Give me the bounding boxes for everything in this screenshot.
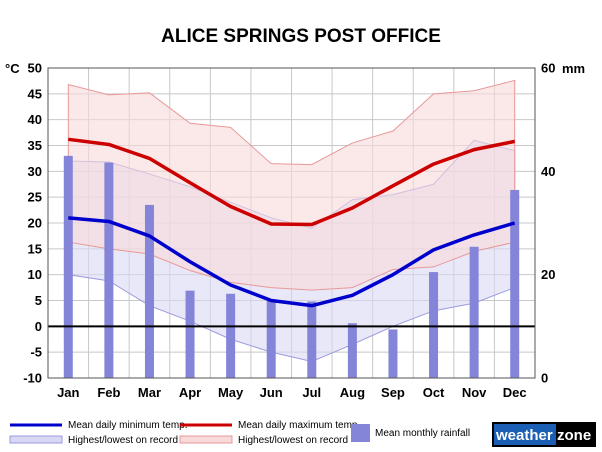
- record-bands: [67, 79, 516, 362]
- y-left-tick-10: 0: [35, 319, 42, 334]
- y-left-tick-0: 50: [28, 61, 42, 76]
- temperature-lines: [48, 137, 535, 328]
- rain-bar-apr: [185, 290, 195, 378]
- chart-title: ALICE SPRINGS POST OFFICE: [161, 26, 441, 47]
- rain-bar-feb: [104, 162, 114, 378]
- x-tick-may: May: [218, 385, 244, 400]
- y-left-tick-2: 40: [28, 112, 42, 127]
- y-left-tick-1: 45: [28, 86, 42, 101]
- max-temp-line: [68, 137, 516, 227]
- rain-bar-dec: [510, 189, 520, 378]
- x-tick-nov: Nov: [462, 385, 487, 400]
- x-tick-apr: Apr: [179, 385, 201, 400]
- legend-rain-label: Mean monthly rainfall: [375, 428, 470, 439]
- rain-bar-jun: [266, 301, 276, 378]
- y-left-tick-6: 20: [28, 216, 42, 231]
- logo-blue-block: [494, 424, 556, 445]
- y-left-tick-4: 30: [28, 164, 42, 179]
- legend-min-label: Mean daily minimum temp.: [68, 420, 187, 431]
- legend-max-label: Mean daily maximum temp.: [238, 420, 360, 431]
- rain-bar-may: [226, 293, 236, 378]
- x-tick-sep: Sep: [381, 385, 405, 400]
- min-temp-line: [68, 216, 516, 308]
- x-tick-aug: Aug: [340, 385, 365, 400]
- rainfall-bars: [63, 155, 520, 378]
- logo-zone-text: zone: [557, 427, 591, 444]
- rain-bar-jul: [307, 301, 317, 378]
- left-axis-unit: °C: [5, 61, 20, 76]
- legend-record-low-label: Highest/lowest on record: [68, 435, 178, 446]
- rain-bar-aug: [347, 323, 357, 378]
- rain-bar-mar: [144, 204, 154, 378]
- y-left-tick-12: -10: [23, 371, 42, 386]
- y-right-tick-3: 0: [541, 371, 548, 386]
- rain-bar-jan: [63, 155, 73, 378]
- legend-record-low-swatch: [9, 435, 63, 444]
- x-tick-oct: Oct: [423, 385, 445, 400]
- plot-frame: [47, 67, 536, 379]
- x-tick-jul: Jul: [302, 385, 321, 400]
- x-tick-feb: Feb: [97, 385, 120, 400]
- x-tick-jan: Jan: [57, 385, 79, 400]
- rain-bar-sep: [388, 329, 398, 378]
- x-tick-mar: Mar: [138, 385, 161, 400]
- y-left-tick-5: 25: [28, 190, 42, 205]
- legend-record-high-label: Highest/lowest on record: [238, 435, 348, 446]
- right-axis-unit: mm: [562, 61, 585, 76]
- weatherzone-logo: weather zone: [492, 422, 596, 447]
- rain-bar-nov: [469, 246, 479, 378]
- legend-rain-swatch: [351, 424, 370, 442]
- x-tick-jun: Jun: [260, 385, 283, 400]
- y-right-tick-2: 20: [541, 267, 555, 282]
- logo-weather-text: weather: [495, 427, 553, 444]
- y-left-tick-8: 10: [28, 267, 42, 282]
- y-left-tick-7: 15: [28, 241, 42, 256]
- rain-bar-oct: [429, 272, 439, 378]
- y-right-tick-0: 60: [541, 61, 555, 76]
- y-left-tick-9: 5: [35, 293, 42, 308]
- y-right-tick-1: 40: [541, 164, 555, 179]
- x-tick-dec: Dec: [503, 385, 527, 400]
- y-left-tick-3: 35: [28, 138, 42, 153]
- legend-record-high-swatch: [179, 435, 233, 444]
- legend: Mean daily minimum temp. Mean daily maxi…: [9, 420, 470, 446]
- y-left-tick-11: -5: [30, 345, 42, 360]
